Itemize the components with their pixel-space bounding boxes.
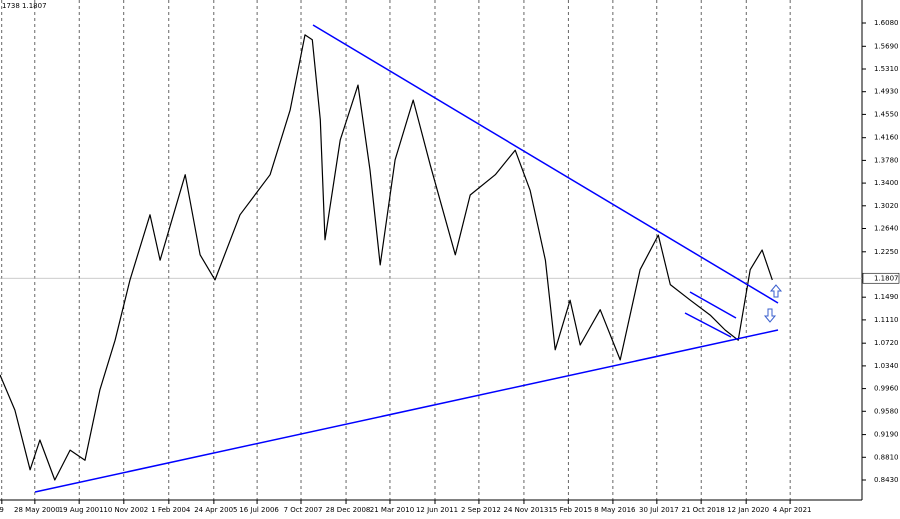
y-tick-label: 1.2640 bbox=[874, 224, 899, 232]
y-tick-label: 1.3780 bbox=[874, 156, 899, 164]
x-tick-label: 30 Jul 2017 bbox=[639, 506, 679, 514]
down-arrow bbox=[763, 308, 777, 323]
y-tick-label: 1.0720 bbox=[874, 339, 899, 347]
y-tick-label: 1.0340 bbox=[874, 362, 899, 370]
y-tick-label: 1.3020 bbox=[874, 202, 899, 210]
up-arrow bbox=[769, 284, 783, 298]
channel-line bbox=[684, 312, 732, 338]
x-tick-label: 2 Sep 2012 bbox=[461, 506, 501, 514]
x-tick-label: 10 Nov 2002 bbox=[103, 506, 148, 514]
upper-trendline bbox=[312, 24, 779, 304]
y-tick-label: 1.4930 bbox=[874, 88, 899, 96]
x-tick-label: 24 Apr 2005 bbox=[194, 506, 237, 514]
x-tick-label: 12 Jun 2011 bbox=[416, 506, 458, 514]
price-line bbox=[0, 34, 773, 481]
current-price-box bbox=[862, 272, 900, 284]
x-tick-label: 8 May 2016 bbox=[594, 506, 636, 514]
x-tick-label: 28 Dec 2008 bbox=[326, 506, 371, 514]
x-tick-label: 99 bbox=[0, 506, 4, 514]
y-tick-label: 1.6080 bbox=[874, 19, 899, 27]
x-tick-label: 4 Apr 2021 bbox=[773, 506, 812, 514]
lower-trendline bbox=[34, 329, 779, 493]
x-tick-label: 12 Jan 2020 bbox=[727, 506, 769, 514]
y-tick-label: 1.5310 bbox=[874, 65, 899, 73]
y-tick-label: 1.1110 bbox=[874, 316, 899, 324]
header-text: 1738 1.1807 bbox=[2, 2, 47, 10]
y-tick-label: 0.8430 bbox=[874, 476, 899, 484]
x-tick-label: 28 May 2000 bbox=[14, 506, 60, 514]
y-tick-label: 1.5690 bbox=[874, 42, 899, 50]
channel-line bbox=[689, 291, 737, 319]
x-tick-label: 16 Jul 2006 bbox=[239, 506, 279, 514]
x-tick-label: 19 Aug 2001 bbox=[59, 506, 104, 514]
current-price-label: 1.1807 bbox=[874, 274, 899, 282]
y-tick-label: 1.4550 bbox=[874, 110, 899, 118]
x-tick-label: 7 Oct 2007 bbox=[284, 506, 323, 514]
x-tick-label: 1 Feb 2004 bbox=[151, 506, 191, 514]
y-tick-label: 1.4160 bbox=[874, 134, 899, 142]
x-tick-label: 21 Oct 2018 bbox=[682, 506, 725, 514]
y-tick-label: 1.2250 bbox=[874, 248, 899, 256]
grid bbox=[0, 0, 862, 500]
y-tick-label: 0.9960 bbox=[874, 385, 899, 393]
y-tick-label: 1.3400 bbox=[874, 179, 899, 187]
y-tick-label: 0.9190 bbox=[874, 431, 899, 439]
y-tick-label: 0.8810 bbox=[874, 453, 899, 461]
plot bbox=[0, 34, 773, 481]
y-tick-label: 0.9580 bbox=[874, 407, 899, 415]
trendlines bbox=[34, 24, 779, 493]
y-tick-label: 1.1490 bbox=[874, 293, 899, 301]
x-tick-label: 15 Feb 2015 bbox=[548, 506, 592, 514]
x-tick-label: 21 Mar 2010 bbox=[370, 506, 414, 514]
x-tick-label: 24 Nov 2013 bbox=[504, 506, 549, 514]
